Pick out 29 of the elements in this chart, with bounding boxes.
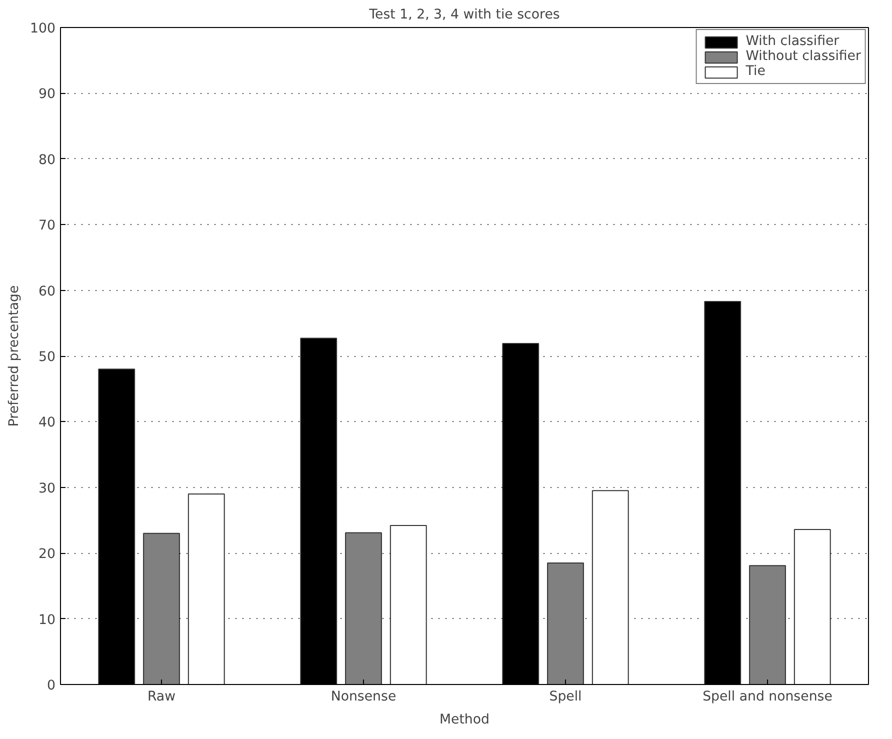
y-tick-label: 40 bbox=[38, 416, 56, 431]
bar bbox=[345, 532, 382, 684]
legend-label: Without classifier bbox=[746, 49, 861, 64]
bar bbox=[143, 532, 180, 684]
x-tick-label: Spell bbox=[549, 690, 582, 704]
y-tick-label: 50 bbox=[38, 350, 56, 365]
y-tick-label: 20 bbox=[38, 547, 56, 562]
bar bbox=[547, 562, 584, 684]
y-tick-label: 30 bbox=[38, 481, 56, 496]
bar bbox=[592, 490, 629, 684]
y-tick-label: 10 bbox=[38, 612, 56, 628]
legend-label: With classifier bbox=[746, 34, 840, 49]
bar bbox=[390, 525, 427, 684]
chart-title: Test 1, 2, 3, 4 with tie scores bbox=[368, 8, 560, 22]
bar bbox=[749, 565, 786, 684]
y-tick-label: 100 bbox=[30, 22, 56, 36]
y-tick-label: 70 bbox=[38, 218, 56, 234]
y-axis-title: Preferred precentage bbox=[7, 285, 22, 427]
x-tick-label: Nonsense bbox=[330, 690, 396, 704]
x-axis-title: Method bbox=[440, 712, 490, 728]
y-tick-label: 60 bbox=[38, 284, 56, 300]
x-tick-label: Raw bbox=[147, 690, 176, 704]
x-tick-label: Spell and nonsense bbox=[702, 690, 832, 704]
bar bbox=[794, 528, 831, 684]
y-tick-label: 0 bbox=[47, 678, 56, 694]
bar bbox=[188, 493, 225, 684]
legend-label: Tie bbox=[746, 64, 766, 79]
y-tick-label: 80 bbox=[38, 152, 56, 168]
y-tick-label: 90 bbox=[38, 87, 56, 102]
